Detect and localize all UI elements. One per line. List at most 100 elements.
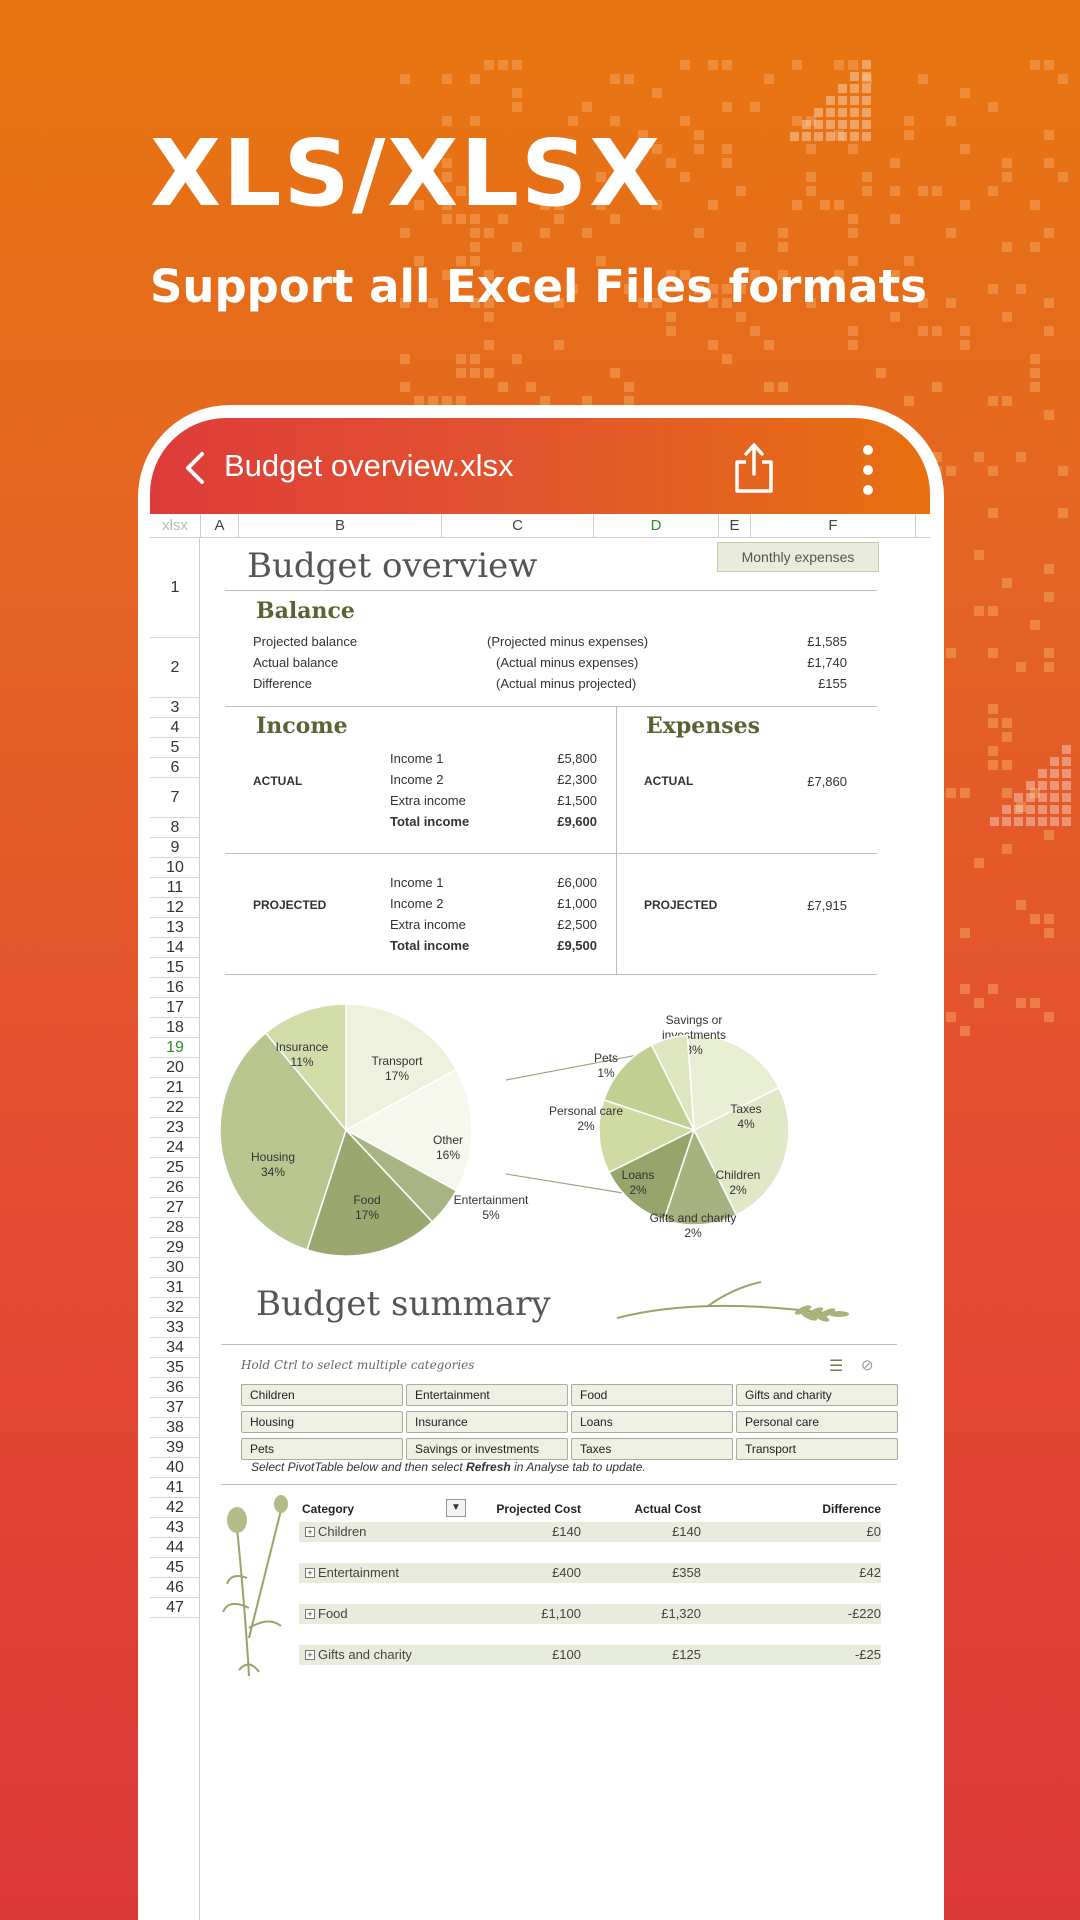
pivot-difference: -£220 <box>847 1606 881 1621</box>
row-header[interactable]: 13 <box>150 918 200 938</box>
balance-value: £1,740 <box>807 655 847 670</box>
refresh-suffix: in Analyse tab to update. <box>514 1460 646 1474</box>
row-header[interactable]: 39 <box>150 1438 200 1458</box>
pivot-header-projected: Projected Cost <box>496 1502 581 1516</box>
chevron-left-icon[interactable] <box>178 450 214 486</box>
row-header[interactable]: 3 <box>150 698 200 718</box>
category-button[interactable]: Taxes <box>571 1438 733 1460</box>
refresh-word: Refresh <box>466 1460 511 1474</box>
row-header[interactable]: 31 <box>150 1278 200 1298</box>
monthly-expenses-button[interactable]: Monthly expenses <box>717 542 879 572</box>
income-row-label: Extra income <box>390 917 466 932</box>
pivot-category: Food <box>318 1606 348 1621</box>
row-header[interactable]: 2 <box>150 638 200 698</box>
balance-label: Actual balance <box>253 655 339 670</box>
row-header[interactable]: 28 <box>150 1218 200 1238</box>
row-header[interactable]: 32 <box>150 1298 200 1318</box>
column-header-b[interactable]: B <box>239 514 442 538</box>
sheet-corner-label: xlsx <box>150 514 201 538</box>
row-header[interactable]: 47 <box>150 1598 200 1618</box>
row-header[interactable]: 30 <box>150 1258 200 1278</box>
row-header[interactable]: 23 <box>150 1118 200 1138</box>
row-header[interactable]: 1 <box>150 538 200 638</box>
row-header[interactable]: 8 <box>150 818 200 838</box>
row-header[interactable]: 19 <box>150 1038 200 1058</box>
category-button[interactable]: Food <box>571 1384 733 1406</box>
row-header[interactable]: 10 <box>150 858 200 878</box>
row-header[interactable]: 35 <box>150 1358 200 1378</box>
clear-filter-icon[interactable]: ⊘ <box>861 1357 874 1374</box>
row-header[interactable]: 14 <box>150 938 200 958</box>
category-button[interactable]: Entertainment <box>406 1384 568 1406</box>
row-header[interactable]: 18 <box>150 1018 200 1038</box>
more-vertical-icon[interactable] <box>862 444 874 496</box>
balance-label: Projected balance <box>253 634 358 649</box>
main-pie-slice <box>345 1003 458 1132</box>
category-button[interactable]: Housing <box>241 1411 403 1433</box>
category-button[interactable]: Children <box>241 1384 403 1406</box>
row-header[interactable]: 46 <box>150 1578 200 1598</box>
table-row[interactable] <box>299 1604 881 1624</box>
income-row-label: Income 2 <box>390 896 444 911</box>
table-row[interactable] <box>299 1563 881 1583</box>
row-header[interactable]: 22 <box>150 1098 200 1118</box>
row-header[interactable]: 9 <box>150 838 200 858</box>
income-row-label: Income 1 <box>390 751 444 766</box>
row-header[interactable]: 43 <box>150 1518 200 1538</box>
multi-select-icon[interactable]: ☰ <box>829 1358 844 1375</box>
column-header-c[interactable]: C <box>442 514 594 538</box>
row-header[interactable]: 16 <box>150 978 200 998</box>
filter-dropdown-icon[interactable]: ▼ <box>446 1499 466 1517</box>
category-button[interactable]: Gifts and charity <box>736 1384 898 1406</box>
breakdown-pie-slice <box>607 1128 696 1222</box>
row-header[interactable]: 38 <box>150 1418 200 1438</box>
category-button[interactable]: Savings or investments <box>406 1438 568 1460</box>
row-header[interactable]: 33 <box>150 1318 200 1338</box>
row-header[interactable]: 34 <box>150 1338 200 1358</box>
wheat-illustration <box>616 1281 849 1322</box>
share-icon[interactable] <box>732 442 776 494</box>
row-header[interactable]: 45 <box>150 1558 200 1578</box>
category-button[interactable]: Insurance <box>406 1411 568 1433</box>
row-header[interactable]: 15 <box>150 958 200 978</box>
row-header[interactable]: 7 <box>150 778 200 818</box>
column-header-d[interactable]: D <box>594 514 719 538</box>
row-header[interactable]: 20 <box>150 1058 200 1078</box>
spreadsheet-view[interactable]: xlsx A B C D E F 1 2 3 4 5 6 7 8 9 10 11 12 13 14 15 16… <box>150 514 930 1920</box>
column-header-f[interactable]: F <box>751 514 916 538</box>
row-header[interactable]: 40 <box>150 1458 200 1478</box>
table-row[interactable] <box>299 1645 881 1665</box>
row-header[interactable]: 26 <box>150 1178 200 1198</box>
category-button[interactable]: Transport <box>736 1438 898 1460</box>
row-header[interactable]: 11 <box>150 878 200 898</box>
row-header[interactable]: 41 <box>150 1478 200 1498</box>
row-header[interactable]: 42 <box>150 1498 200 1518</box>
row-header[interactable]: 4 <box>150 718 200 738</box>
row-header[interactable]: 36 <box>150 1378 200 1398</box>
category-button[interactable]: Loans <box>571 1411 733 1433</box>
row-header[interactable]: 17 <box>150 998 200 1018</box>
row-header[interactable]: 12 <box>150 898 200 918</box>
column-header-a[interactable]: A <box>201 514 239 538</box>
expand-icon[interactable]: + <box>305 1568 315 1578</box>
row-header-bar: 1 2 3 4 5 6 7 8 9 10 11 12 13 14 15 16 17 18 19 20 21 22 23 24 2… <box>150 538 200 1920</box>
category-button[interactable]: Personal care <box>736 1411 898 1433</box>
main-pie-slice <box>344 1068 473 1192</box>
row-header[interactable]: 21 <box>150 1078 200 1098</box>
row-header[interactable]: 5 <box>150 738 200 758</box>
column-header-e[interactable]: E <box>719 514 751 538</box>
expand-icon[interactable]: + <box>305 1609 315 1619</box>
row-header[interactable]: 6 <box>150 758 200 778</box>
category-button[interactable]: Pets <box>241 1438 403 1460</box>
row-header[interactable]: 29 <box>150 1238 200 1258</box>
expand-icon[interactable]: + <box>305 1527 315 1537</box>
row-header[interactable]: 24 <box>150 1138 200 1158</box>
row-header[interactable]: 37 <box>150 1398 200 1418</box>
row-header[interactable]: 27 <box>150 1198 200 1218</box>
table-row[interactable] <box>299 1522 881 1542</box>
expand-icon[interactable]: + <box>305 1650 315 1660</box>
breakdown-pie-slice-label: Personal care 2% <box>549 1104 623 1133</box>
row-header[interactable]: 44 <box>150 1538 200 1558</box>
divider <box>225 974 877 975</box>
row-header[interactable]: 25 <box>150 1158 200 1178</box>
